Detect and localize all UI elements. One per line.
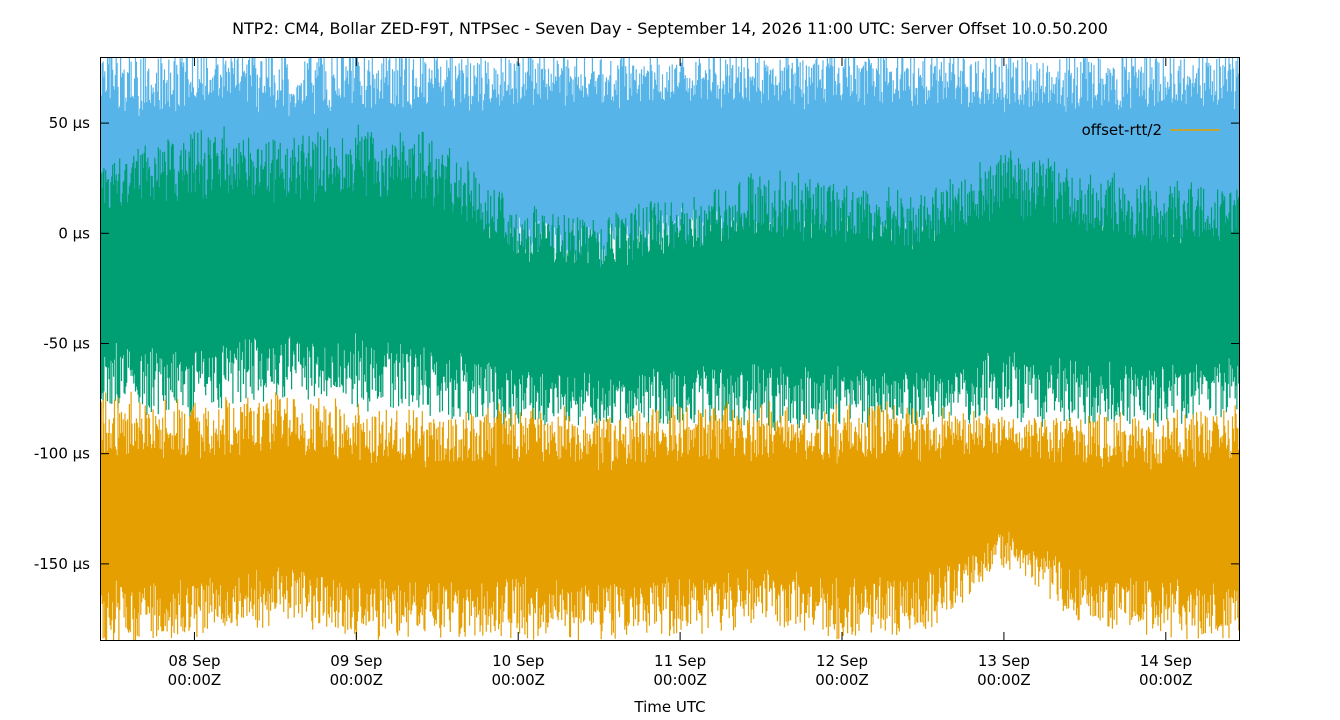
y-tick-label: 50 µs bbox=[49, 114, 90, 132]
x-tick-label-time: 00:00Z bbox=[815, 671, 869, 689]
x-tick-label-day: 09 Sep bbox=[330, 652, 382, 670]
plot-frame bbox=[100, 57, 1240, 641]
y-tick-label: -50 µs bbox=[43, 334, 90, 352]
y-tick-label: -100 µs bbox=[34, 445, 90, 463]
x-tick-label-time: 00:00Z bbox=[977, 671, 1031, 689]
chart-title: NTP2: CM4, Bollar ZED-F9T, NTPSec - Seve… bbox=[232, 19, 1108, 38]
x-tick-label-time: 00:00Z bbox=[491, 671, 545, 689]
x-tick-label-day: 13 Sep bbox=[978, 652, 1030, 670]
x-tick-label-day: 08 Sep bbox=[168, 652, 220, 670]
x-tick-label-day: 11 Sep bbox=[654, 652, 706, 670]
x-axis-label: Time UTC bbox=[633, 698, 705, 716]
x-tick-label-day: 12 Sep bbox=[816, 652, 868, 670]
x-tick-label-time: 00:00Z bbox=[168, 671, 222, 689]
y-tick-label: -150 µs bbox=[34, 555, 90, 573]
y-axis: 50 µs 0 µs -50 µs -100 µs -150 µs bbox=[34, 114, 1240, 573]
legend-label: offset-rtt/2 bbox=[1082, 121, 1162, 139]
x-tick-label-time: 00:00Z bbox=[330, 671, 384, 689]
y-tick-label: 0 µs bbox=[58, 224, 90, 242]
series-layer bbox=[100, 57, 1240, 641]
x-tick-label-time: 00:00Z bbox=[1139, 671, 1193, 689]
legend: offset-rtt/2 bbox=[1082, 121, 1220, 139]
x-tick-label-day: 14 Sep bbox=[1140, 652, 1192, 670]
x-tick-label-time: 00:00Z bbox=[653, 671, 707, 689]
x-tick-label-day: 10 Sep bbox=[492, 652, 544, 670]
